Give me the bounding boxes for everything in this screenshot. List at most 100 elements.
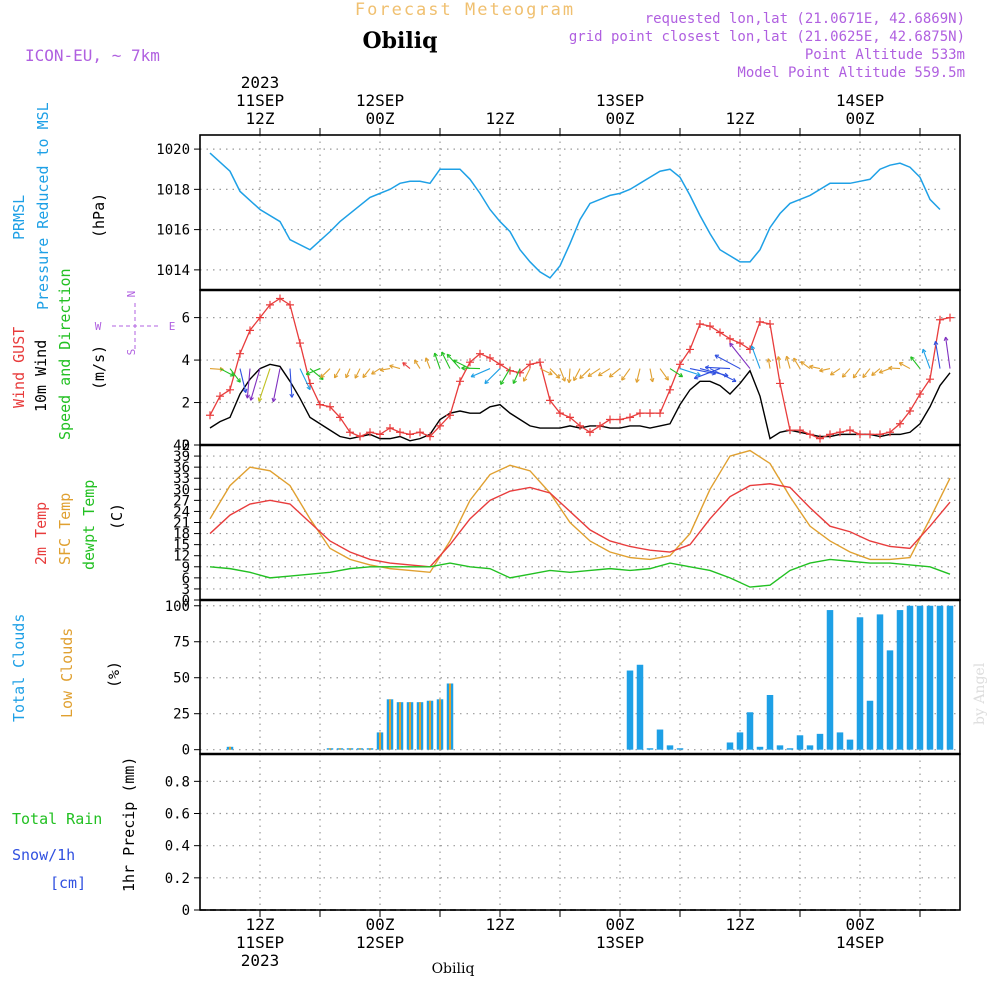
compass-east: E <box>169 320 176 333</box>
gust-marker <box>816 434 824 443</box>
panel-3-frame <box>199 599 961 755</box>
wind-arrow-head <box>354 374 359 379</box>
total-cloud-bar <box>886 650 894 750</box>
bottom-time-label: 00Z <box>366 915 395 934</box>
wind-arrow-head <box>561 377 566 382</box>
wind-arrow-head <box>587 372 593 377</box>
temp-label-dewpt: dewpt Temp <box>80 480 98 570</box>
wind-tick-label: 4 <box>182 353 190 369</box>
wind-arrow <box>441 351 451 369</box>
wind-arrow <box>362 368 371 378</box>
wind-arrow <box>345 368 351 379</box>
footer-location: Obiliq <box>432 961 475 977</box>
precip-label-snow: Snow/1h <box>12 846 75 864</box>
gust-marker <box>786 426 794 435</box>
top-time-label: 12Z <box>726 109 755 128</box>
requested-coords: requested lon,lat (21.0671E, 42.6869N) <box>645 11 965 27</box>
gust-marker <box>806 430 814 439</box>
wind-arrow-head <box>461 365 466 371</box>
temp-panel-labels: 2m Temp SFC Temp dewpt Temp (C) <box>32 480 126 570</box>
wind-arrow-head <box>714 354 720 359</box>
wind-arrow-head <box>635 378 640 383</box>
total-cloud-bar <box>626 670 634 750</box>
total-cloud-bar <box>796 735 804 750</box>
wind-arrow-head <box>320 373 325 379</box>
gust-marker <box>676 360 684 369</box>
temp-tick-label: 42 <box>173 438 190 454</box>
gust-marker <box>206 411 214 420</box>
wind-arrow <box>250 368 261 401</box>
wind-arrow <box>549 368 561 379</box>
wind-arrow <box>500 368 511 385</box>
wind-arrow <box>246 368 251 399</box>
wind-arrow <box>830 368 841 376</box>
pressure-tick-label: 1016 <box>156 223 190 239</box>
compass-south: S <box>125 349 138 356</box>
gust-marker <box>586 428 594 437</box>
total-cloud-bar <box>756 746 764 750</box>
temp-tick-label: 0 <box>182 593 190 609</box>
clouds-plot: 0 25 50 75 100 <box>165 599 960 759</box>
bottom-time-label: 14SEP <box>836 933 884 952</box>
wind-arrow <box>793 357 801 369</box>
wind-arrow <box>512 368 521 384</box>
wind-arrow-head <box>548 370 553 376</box>
gust-marker <box>936 315 944 324</box>
wind-arrow <box>922 349 931 369</box>
gust-marker <box>696 319 704 328</box>
wind-arrow-head <box>446 353 452 359</box>
wind-label-gust: Wind GUST <box>10 327 28 408</box>
top-time-label: 12Z <box>246 109 275 128</box>
gust-marker <box>636 409 644 418</box>
wind-arrow <box>689 368 716 375</box>
wind-arrow <box>258 368 271 402</box>
wind-arrow-head <box>555 374 561 379</box>
wind-arrow <box>239 368 247 393</box>
wind-arrow-head <box>649 377 655 383</box>
wind-arrow <box>871 368 881 376</box>
total-cloud-bar <box>666 745 674 750</box>
wind-arrow-head <box>245 394 251 399</box>
wind-label-10m: 10m Wind <box>32 340 50 412</box>
wind-arrow-head <box>729 342 734 348</box>
gust-marker <box>516 368 524 377</box>
wind-arrow <box>705 366 731 370</box>
wind-arrow-head <box>573 376 578 382</box>
wind-arrow-head <box>608 373 614 378</box>
wind-arrow-head <box>579 374 584 380</box>
gust-marker <box>906 407 914 416</box>
gust-marker <box>916 390 924 399</box>
wind-arrow <box>669 368 683 378</box>
wind-arrow-head <box>522 377 528 382</box>
wind-arrow-head <box>236 378 241 383</box>
wind-arrow <box>751 345 761 369</box>
gust-marker <box>596 421 604 430</box>
wind-arrow-head <box>731 377 737 383</box>
wind-arrow-head <box>800 361 805 366</box>
panel-4-grid <box>259 754 921 910</box>
wind-arrow <box>484 368 501 384</box>
wind-arrow-head <box>362 373 367 379</box>
wind-arrow-head <box>819 367 824 373</box>
clouds-unit: (%) <box>105 661 123 688</box>
wind-arrow <box>425 357 431 369</box>
gust-marker <box>486 353 494 362</box>
wind-arrow <box>841 368 851 378</box>
clouds-label-low: Low Clouds <box>58 628 76 718</box>
gust-marker <box>666 385 674 394</box>
wind-arrow <box>636 368 641 383</box>
gust-marker <box>496 360 504 369</box>
gust-marker <box>286 300 294 309</box>
pressure-tick-label: 1020 <box>156 142 190 158</box>
total-cloud-bar <box>856 617 864 750</box>
pressure-tick-label: 1014 <box>156 263 190 279</box>
panel-0-frame <box>199 134 961 291</box>
wind-arrow-head <box>862 373 867 379</box>
total-cloud-bar <box>826 610 834 750</box>
temp-tick-label: 18 <box>173 527 190 543</box>
wind-arrow <box>621 368 631 381</box>
precip-tick-label: 0.2 <box>165 871 190 887</box>
wind-arrow-head <box>597 371 603 377</box>
gust-marker <box>396 428 404 437</box>
wind-arrow-head <box>841 373 847 378</box>
